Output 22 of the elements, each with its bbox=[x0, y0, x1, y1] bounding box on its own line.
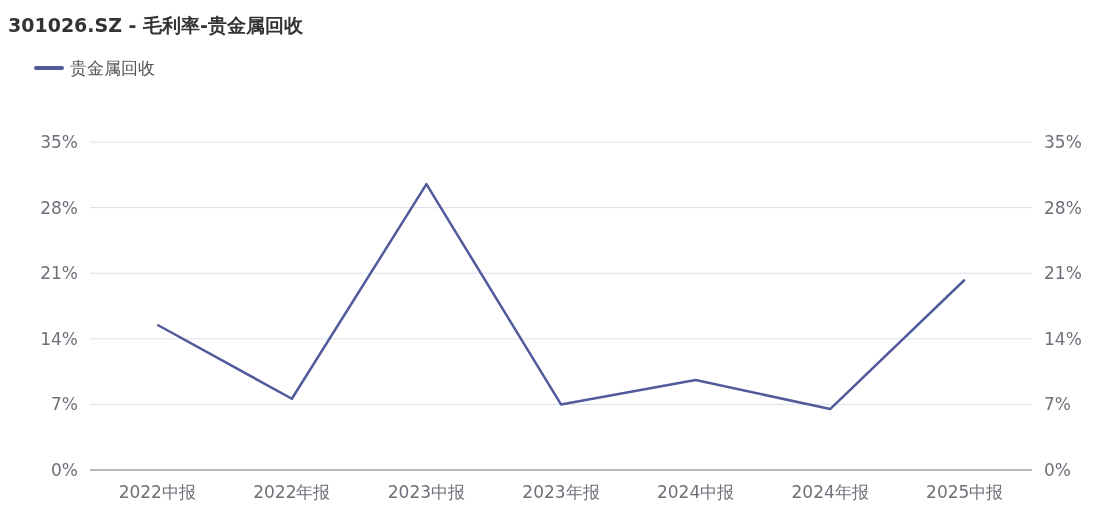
y-tick-label: 14% bbox=[40, 328, 78, 349]
y-tick-label: 28% bbox=[40, 197, 78, 218]
y-tick-label: 35% bbox=[40, 132, 78, 152]
x-tick-label: 2022年报 bbox=[253, 482, 331, 502]
y2-tick-label: 14% bbox=[1044, 328, 1082, 349]
y-tick-label: 21% bbox=[40, 263, 78, 284]
y2-tick-label: 0% bbox=[1044, 460, 1071, 480]
x-tick-label: 2024中报 bbox=[656, 482, 735, 502]
x-tick-label: 2025中报 bbox=[926, 482, 1004, 502]
x-tick-label: 2023年报 bbox=[522, 482, 600, 502]
y2-tick-label: 28% bbox=[1044, 197, 1082, 218]
legend-label: 贵金属回收 bbox=[70, 58, 155, 78]
x-tick-label: 2024年报 bbox=[791, 482, 869, 502]
y2-tick-label: 35% bbox=[1044, 132, 1082, 152]
chart-title: 301026.SZ - 毛利率-贵金属回收 bbox=[8, 14, 304, 36]
x-tick-label: 2022中报 bbox=[118, 482, 196, 502]
y2-tick-label: 7% bbox=[1044, 394, 1071, 415]
y-tick-label: 0% bbox=[51, 460, 78, 480]
y2-tick-label: 21% bbox=[1044, 263, 1082, 284]
x-tick-label: 2023中报 bbox=[387, 482, 466, 502]
line-series bbox=[156, 182, 966, 411]
y-tick-label: 7% bbox=[51, 394, 78, 415]
